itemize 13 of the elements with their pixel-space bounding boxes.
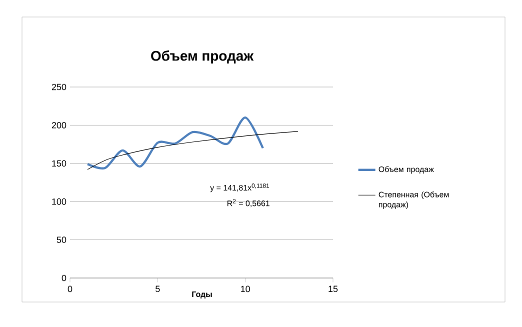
y-tick-label: 200 xyxy=(52,122,66,128)
x-tick-label: 15 xyxy=(328,286,338,292)
y-tick-label: 100 xyxy=(52,198,66,205)
y-tick-label: 250 xyxy=(52,84,66,90)
y-tick-label: 150 xyxy=(52,160,66,167)
x-tick-label: 5 xyxy=(156,286,160,292)
y-tick-label: 50 xyxy=(56,236,66,243)
line-series xyxy=(86,116,264,170)
line-series xyxy=(87,131,298,170)
chart-title: Объем продаж xyxy=(151,50,254,64)
x-tick-label: 0 xyxy=(68,286,72,292)
x-tick-label: 10 xyxy=(241,286,250,292)
y-tick-label: 0 xyxy=(62,274,66,282)
